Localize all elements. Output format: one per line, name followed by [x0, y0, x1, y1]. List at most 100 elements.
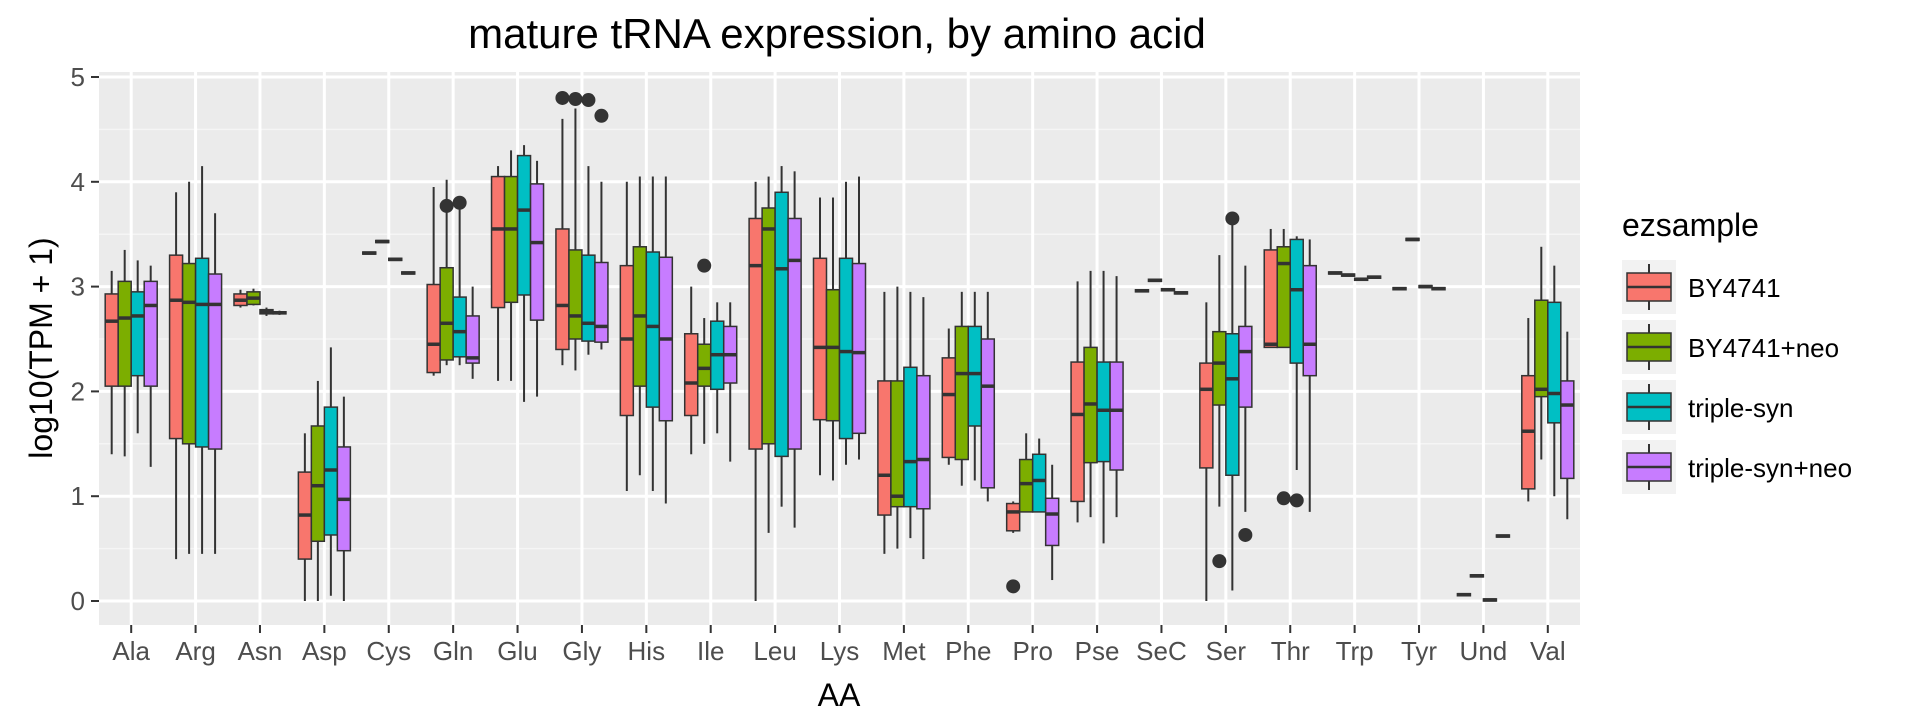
box-pse [1070, 281, 1085, 523]
box-iqr [207, 273, 223, 450]
box-val [1521, 318, 1536, 502]
x-tick-label-met: Met [882, 636, 926, 666]
x-tick-label-phe: Phe [945, 636, 991, 666]
series-by4741-neo [117, 92, 1549, 601]
box-und [1482, 598, 1498, 602]
x-tick-label-pro: Pro [1012, 636, 1052, 666]
box-iqr [761, 207, 776, 445]
box-cys [401, 271, 416, 275]
box-gln [426, 187, 441, 376]
box-iqr [439, 266, 454, 361]
box-thr [1302, 239, 1317, 512]
box-iqr [941, 357, 957, 459]
x-tick-label-und: Und [1460, 636, 1508, 666]
box-iqr [890, 380, 905, 508]
box-iqr [980, 338, 996, 489]
box-sec [1147, 278, 1163, 283]
box-asp [323, 347, 339, 596]
box-gly [594, 108, 609, 350]
box-his [645, 176, 661, 491]
box-ser [1212, 255, 1227, 569]
box-ala [143, 265, 158, 467]
box-iqr [465, 315, 480, 364]
box-iqr [1109, 361, 1124, 471]
box-pro [1031, 438, 1047, 513]
outlier-point [1225, 211, 1240, 226]
box-iqr [967, 325, 983, 427]
box-iqr [594, 261, 609, 343]
box-iqr [452, 296, 467, 358]
box-iqr [683, 333, 699, 417]
outlier-point [1276, 491, 1291, 506]
box-met [890, 286, 905, 549]
box-asp [297, 433, 313, 601]
box-iqr [555, 228, 570, 351]
box-iqr [1547, 301, 1562, 424]
box-gln [452, 195, 467, 366]
box-pro [1005, 501, 1021, 594]
legend-entry-triple-syn: triple-syn [1622, 380, 1793, 434]
box-gly [568, 92, 583, 371]
box-phe [967, 291, 983, 481]
box-iqr [490, 175, 506, 309]
box-glu [503, 150, 519, 381]
x-tick-label-gly: Gly [562, 636, 601, 666]
box-asp [310, 380, 326, 601]
box-iqr [838, 257, 854, 440]
box-met [877, 291, 892, 554]
box-asn [246, 288, 261, 306]
x-tick-label-lys: Lys [820, 636, 860, 666]
box-tyr [1392, 286, 1407, 291]
box-iqr [529, 183, 545, 321]
x-tick-label-pse: Pse [1075, 636, 1120, 666]
x-tick-label-leu: Leu [753, 636, 796, 666]
box-pse [1109, 276, 1124, 518]
box-iqr [168, 254, 184, 440]
x-tick-label-cys: Cys [366, 636, 411, 666]
box-trp [1327, 271, 1343, 275]
x-tick-label-thr: Thr [1271, 636, 1310, 666]
box-pse [1096, 270, 1111, 544]
box-trp [1353, 277, 1369, 282]
box-ser [1199, 302, 1214, 601]
box-arg [194, 166, 210, 554]
box-ala [117, 249, 132, 457]
box-asp [336, 396, 352, 601]
x-tick-label-glu: Glu [497, 636, 537, 666]
x-tick-label-ala: Ala [112, 636, 150, 666]
box-iqr [696, 343, 712, 387]
box-iqr [954, 325, 970, 461]
box-his [619, 181, 635, 491]
box-ile [722, 302, 738, 462]
box-val [1560, 331, 1575, 520]
box-cys [388, 257, 403, 262]
box-iqr [1263, 249, 1278, 349]
box-cys [375, 239, 390, 244]
outlier-point [555, 90, 570, 105]
box-iqr [851, 262, 867, 435]
box-trp [1340, 273, 1356, 277]
box-his [632, 176, 648, 476]
box-iqr [143, 280, 158, 387]
series-by4741 [104, 90, 1536, 601]
outlier-point [1238, 527, 1253, 542]
box-tyr [1418, 284, 1433, 289]
x-tick-label-asp: Asp [302, 636, 347, 666]
legend-entry-triple-syn-neo: triple-syn+neo [1622, 440, 1852, 494]
series-triple-syn [130, 93, 1562, 602]
box-leu [787, 171, 802, 528]
box-iqr [568, 249, 583, 340]
x-tick-label-arg: Arg [175, 636, 215, 666]
series-triple-syn-neo [143, 108, 1575, 601]
legend-label: triple-syn [1688, 393, 1793, 423]
box-iqr [130, 291, 145, 377]
box-sec [1160, 287, 1176, 292]
box-iqr [916, 374, 931, 510]
legend-title: ezsample [1622, 207, 1759, 243]
box-iqr [310, 425, 326, 543]
box-lys [825, 197, 841, 481]
box-iqr [1534, 299, 1549, 398]
box-val [1547, 265, 1562, 497]
box-iqr [104, 293, 119, 387]
box-iqr [645, 251, 661, 408]
